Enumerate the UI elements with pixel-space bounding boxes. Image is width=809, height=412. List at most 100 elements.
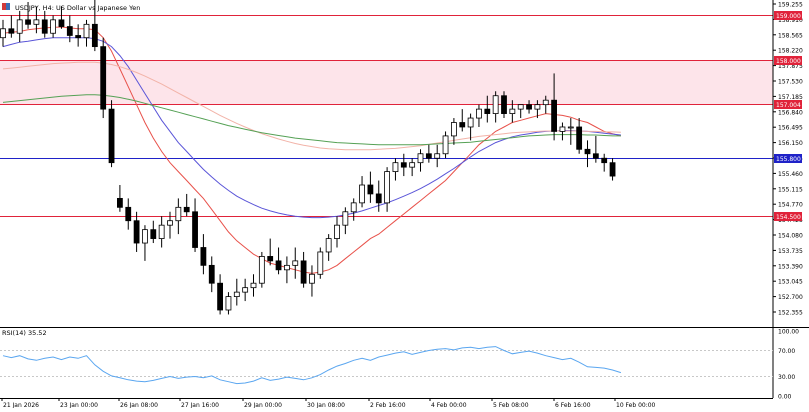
level-price-label: 154.500 xyxy=(776,214,801,221)
price-tick-label: 153.735 xyxy=(778,248,803,255)
bull-candle-body xyxy=(317,251,324,275)
bear-candle-body xyxy=(117,197,123,208)
bear-candle-body xyxy=(551,99,557,132)
price-tick-label: 152.355 xyxy=(778,310,803,317)
bull-candle-body xyxy=(350,202,357,213)
candle xyxy=(492,91,499,123)
supply-zone[interactable] xyxy=(0,60,773,105)
bull-candle-body xyxy=(409,162,416,168)
bear-candle-body xyxy=(108,108,115,164)
candle xyxy=(208,256,215,293)
bear-candle-body xyxy=(125,206,132,222)
candle xyxy=(66,15,73,43)
candle xyxy=(192,198,198,252)
rsi-tick-label: 30.00 xyxy=(778,374,795,381)
bull-candle-body xyxy=(467,117,474,128)
candle xyxy=(450,118,457,145)
level-price-tag xyxy=(774,100,802,109)
candle xyxy=(158,216,165,248)
candle xyxy=(233,278,240,306)
price-tick-label: 155.460 xyxy=(778,171,803,178)
bull-candle-body xyxy=(450,122,457,137)
candle xyxy=(283,256,290,284)
price-tick-label: 158.565 xyxy=(778,32,803,39)
candle xyxy=(384,167,391,212)
level-price-label: 159.000 xyxy=(776,13,801,20)
candle xyxy=(367,171,374,203)
price-tick-label: 156.495 xyxy=(778,125,803,132)
candle xyxy=(150,220,157,244)
bull-candle-body xyxy=(542,99,549,106)
candle xyxy=(400,153,407,177)
bear-candle-body xyxy=(367,184,374,195)
candle xyxy=(25,1,31,29)
candle xyxy=(392,158,399,181)
candle xyxy=(542,95,549,114)
bull-candle-body xyxy=(417,153,424,164)
flag-icon-part xyxy=(2,3,6,10)
bear-candle-body xyxy=(584,148,591,155)
bull-candle-body xyxy=(283,264,290,271)
candle xyxy=(242,278,249,302)
time-tick-label: 30 Jan 08:00 xyxy=(307,402,345,408)
candle xyxy=(526,100,532,114)
level-price-tag xyxy=(774,212,802,221)
candle xyxy=(167,211,173,239)
price-tick-label: 152.700 xyxy=(778,294,803,301)
candle xyxy=(484,95,491,123)
bull-candle-body xyxy=(509,108,516,114)
bear-candle-body xyxy=(41,19,48,34)
candle xyxy=(175,198,182,235)
candle xyxy=(33,6,40,34)
bull-candle-body xyxy=(534,104,541,110)
candle xyxy=(309,265,315,297)
symbol-title: USDJPY, H4: US Dollar vs Japanese Yen xyxy=(15,4,140,12)
bear-candle-body xyxy=(133,220,140,244)
candle xyxy=(501,91,507,119)
candle xyxy=(16,10,23,43)
candle xyxy=(342,207,349,235)
rsi-tick-label: 100.00 xyxy=(778,329,799,336)
price-tick-label: 157.185 xyxy=(778,94,803,101)
bull-candle-body xyxy=(158,224,165,239)
rsi-tick-label: 0.00 xyxy=(778,394,792,401)
candle xyxy=(576,118,583,154)
bear-candle-body xyxy=(267,256,274,262)
level-price-label: 158.000 xyxy=(776,58,801,65)
bear-candle-body xyxy=(300,260,307,284)
candle xyxy=(117,185,123,212)
price-tick-label: 157.530 xyxy=(778,79,803,86)
candle xyxy=(183,193,190,217)
rsi-line xyxy=(2,346,622,385)
bear-candle-body xyxy=(609,162,616,177)
bear-candle-body xyxy=(601,157,608,164)
candle xyxy=(91,0,98,52)
level-price-tag xyxy=(774,154,802,163)
candle xyxy=(317,247,324,279)
candle xyxy=(258,251,265,288)
candle xyxy=(584,140,591,168)
candle xyxy=(0,19,6,47)
bull-candle-body xyxy=(292,260,299,266)
bear-candle-body xyxy=(526,104,532,110)
bear-candle-body xyxy=(75,35,82,39)
bear-candle-body xyxy=(8,28,15,34)
level-price-label: 157.004 xyxy=(776,102,801,109)
candle xyxy=(8,15,15,38)
bull-candle-body xyxy=(492,95,499,114)
rsi-panel xyxy=(0,346,773,385)
bull-candle-body xyxy=(567,126,574,129)
candle xyxy=(300,251,307,288)
price-tick-label: 159.255 xyxy=(778,2,803,9)
candle xyxy=(476,104,482,127)
bear-candle-body xyxy=(25,19,31,25)
bull-candle-body xyxy=(325,238,332,253)
candle xyxy=(442,131,449,159)
candle xyxy=(50,15,56,38)
level-price-tag xyxy=(774,56,802,65)
candle xyxy=(534,100,541,119)
bear-candle-body xyxy=(150,229,157,239)
time-tick-label: 21 Jan 2026 xyxy=(3,402,39,408)
